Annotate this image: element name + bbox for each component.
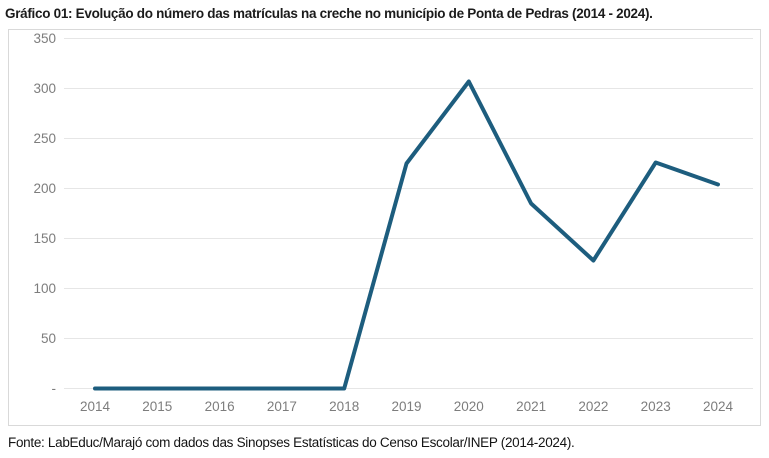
- x-tick-label: 2018: [329, 399, 359, 414]
- y-tick-label: 50: [41, 331, 56, 346]
- chart-title: Gráfico 01: Evolução do número das matrí…: [5, 6, 653, 21]
- x-tick-label: 2021: [516, 399, 546, 414]
- x-tick-label: 2017: [267, 399, 297, 414]
- y-tick-label: 250: [33, 131, 56, 146]
- y-tick-label: 100: [33, 281, 56, 296]
- y-tick-label: 300: [33, 81, 56, 96]
- x-tick-label: 2019: [391, 399, 421, 414]
- y-tick-label: -: [52, 381, 57, 396]
- y-tick-label: 350: [33, 31, 56, 46]
- data-line: [93, 79, 720, 391]
- x-tick-label: 2024: [703, 399, 734, 414]
- x-tick-label: 2020: [454, 399, 484, 414]
- chart-frame: - 50 100 150 200 250 300 350 2014 2015 2016 2017 201…: [8, 28, 761, 426]
- y-tick-label: 200: [33, 181, 56, 196]
- x-tick-label: 2023: [641, 399, 671, 414]
- x-tick-label: 2015: [142, 399, 172, 414]
- y-tick-label: 150: [33, 231, 56, 246]
- chart-source-note: Fonte: LabEduc/Marajó com dados das Sino…: [8, 434, 575, 450]
- x-tick-label: 2022: [578, 399, 608, 414]
- x-tick-label: 2016: [205, 399, 235, 414]
- line-chart-svg: - 50 100 150 200 250 300 350 2014 2015 2016 2017 201…: [33, 31, 753, 414]
- x-tick-label: 2014: [80, 399, 111, 414]
